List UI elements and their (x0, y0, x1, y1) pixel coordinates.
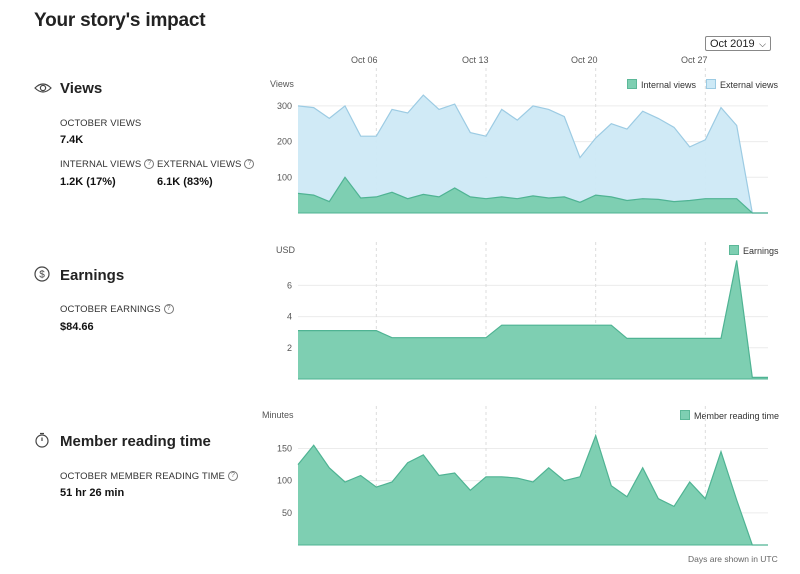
utc-note: Days are shown in UTC (688, 554, 778, 564)
svg-text:$: $ (39, 270, 45, 281)
series-line-member-reading-time (297, 433, 768, 546)
october-earnings-label: OCTOBER EARNINGS? (60, 304, 174, 315)
internal-views-value: 1.2K (17%) (60, 176, 116, 188)
reading-unit-label: Minutes (262, 410, 294, 420)
help-icon[interactable]: ? (163, 304, 174, 315)
page-title: Your story's impact (34, 10, 206, 31)
month-select-value: Oct 2019 (710, 38, 755, 50)
legend-swatch (627, 79, 637, 89)
y-tick-label: 150 (277, 444, 292, 454)
help-icon[interactable]: ? (144, 159, 155, 170)
dollar-icon: $ (34, 266, 50, 282)
date-label: Oct 20 (571, 55, 598, 65)
eye-icon (34, 83, 52, 93)
october-reading-time-value: 51 hr 26 min (60, 487, 125, 499)
legend-internal-views: Internal views (627, 79, 696, 90)
y-tick-label: 100 (277, 172, 292, 182)
y-tick-label: 100 (277, 476, 292, 486)
october-reading-time-label: OCTOBER MEMBER READING TIME? (60, 471, 238, 482)
views-unit-label: Views (270, 79, 294, 89)
legend-member-reading-time: Member reading time (680, 410, 779, 421)
october-earnings-value: $84.66 (60, 321, 94, 333)
external-views-label: EXTERNAL VIEWS? (157, 159, 255, 170)
series-line-earnings (298, 260, 768, 378)
views-title: Views (60, 80, 103, 97)
stopwatch-icon (35, 432, 49, 448)
reading-time-title: Member reading time (60, 433, 211, 450)
month-select[interactable]: Oct 2019 ⌵ (705, 36, 771, 51)
internal-views-label: INTERNAL VIEWS? (60, 159, 155, 170)
y-tick-label: 50 (282, 508, 292, 518)
series-area-member-reading-time (298, 435, 768, 545)
legend-earnings: Earnings (729, 245, 779, 256)
external-views-value: 6.1K (83%) (157, 176, 213, 188)
date-label: Oct 13 (462, 55, 489, 65)
series-line-external-views (297, 94, 768, 214)
series-line-internal-views (297, 176, 768, 214)
y-tick-label: 6 (287, 280, 292, 290)
y-tick-label: 300 (277, 101, 292, 111)
help-icon[interactable]: ? (227, 471, 238, 482)
y-tick-label: 4 (287, 312, 292, 322)
date-label: Oct 06 (351, 55, 378, 65)
earnings-title: Earnings (60, 267, 125, 284)
earnings-unit-label: USD (276, 245, 296, 255)
series-area-internal-views (298, 177, 768, 213)
y-tick-label: 200 (277, 137, 292, 147)
october-views-label: OCTOBER VIEWS (60, 118, 142, 129)
october-views-value: 7.4K (60, 134, 84, 146)
legend-swatch (706, 79, 716, 89)
series-area-earnings (298, 260, 768, 379)
legend-external-views: External views (706, 79, 778, 90)
legend-swatch (729, 245, 739, 255)
date-label: Oct 27 (681, 55, 708, 65)
series-area-external-views (298, 95, 768, 213)
chevron-down-icon: ⌵ (759, 39, 766, 49)
y-tick-label: 2 (287, 343, 292, 353)
legend-swatch (680, 410, 690, 420)
